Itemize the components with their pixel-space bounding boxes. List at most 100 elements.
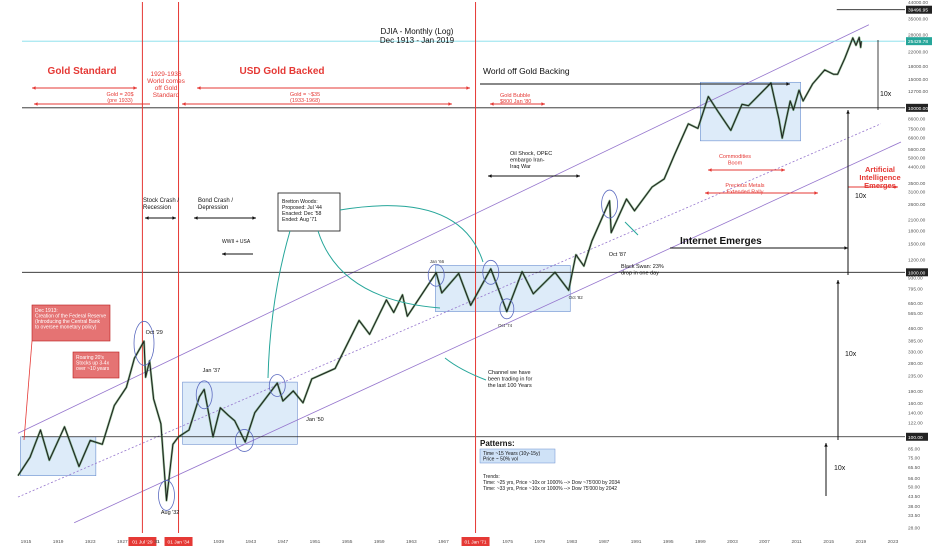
label-aug32: Aug '32: [161, 510, 179, 516]
label-jan50: Jan '50: [306, 417, 324, 423]
x-tick-15: 1975: [502, 539, 513, 545]
label-oct87: Oct '87: [609, 252, 626, 258]
fed-pointer: [23, 340, 33, 441]
y-tick-27: 2100.00: [908, 217, 926, 223]
x-tick-1: 1919: [53, 539, 64, 545]
bw-pointer-2: [317, 230, 441, 309]
circle-jan37: [195, 380, 213, 410]
arrow-internet-head: [844, 246, 848, 250]
circle-1942: [234, 429, 254, 452]
circle-1973: [482, 259, 500, 285]
y-tick-7: 75.00: [908, 455, 920, 461]
arrow-stock-crash-head: [145, 216, 149, 220]
fed-box-text: Dec 1913: Creation of the Federal Reserve…: [35, 308, 106, 331]
label-internet: Internet Emerges: [680, 236, 762, 247]
x-tick-12: 1963: [406, 539, 417, 545]
label-channel: Channel we have been trading in for the la…: [488, 370, 533, 389]
date-badge-0: [128, 537, 157, 546]
arrow-gold-20-head: [34, 102, 38, 106]
y-tick-6: 65.50: [908, 465, 920, 471]
y-tick-15: 280.00: [908, 361, 923, 367]
arrow-precious-metals-head: [705, 191, 709, 195]
y-tick-2: 38.00: [908, 504, 920, 510]
label-patterns-body: Time ~15 Years (10y-15y) Price ~ 50% vol: [483, 451, 541, 463]
y-tick-31: 4400.00: [908, 164, 926, 170]
label-oil-shock: Oil Shock, OPEC embargo Iran-Iraq War: [510, 151, 552, 170]
box-1999-2011: [700, 81, 801, 142]
y-tick-8: 85.00: [908, 446, 920, 452]
label-10x-4: 10x: [834, 465, 846, 472]
y-tick-12: 160.00: [908, 401, 923, 407]
label-trends: Trends: Time: ~25 yrs, Price ~10x or 1000…: [483, 474, 620, 492]
y-tick-30: 3500.00: [908, 181, 926, 187]
x-tick-22: 2003: [727, 539, 738, 545]
badge-1000: [906, 268, 928, 277]
label-bond-crash: Bond Crash / Depression: [198, 198, 233, 211]
label-jan37: Jan '37: [203, 368, 221, 374]
last-price-badge-text: 25429.78: [908, 39, 928, 45]
chart-title: DJIA - Monthly (Log) Dec 1913 - Jan 2019: [380, 27, 455, 45]
arrow-10x-low-head: [824, 443, 828, 447]
x-tick-27: 2023: [888, 539, 899, 545]
arrow-10x-mid-head: [836, 280, 840, 284]
x-tick-24: 2011: [791, 539, 802, 545]
x-tick-25: 2015: [823, 539, 834, 545]
y-tick-43: 28000.00: [908, 32, 928, 38]
label-gold-35: Gold = ~$35 (1933-1968): [290, 92, 320, 104]
y-tick-4: 50.00: [908, 484, 920, 490]
circle-oct87: [601, 189, 618, 219]
x-tick-0: 1915: [21, 539, 32, 545]
date-badge-text-1: 01 Jan '34: [168, 540, 190, 546]
last-price-badge: [906, 37, 932, 46]
y-tick-1: 33.50: [908, 513, 920, 519]
x-tick-23: 2007: [759, 539, 770, 545]
arrow-oil-shock-head: [488, 174, 492, 178]
label-wwii: WWII + USA: [222, 239, 251, 245]
label-oct29: Oct '29: [146, 330, 163, 336]
badge-1000-text: 1000.00: [908, 270, 926, 276]
y-tick-13: 190.00: [908, 389, 923, 395]
circle-oct29: [133, 320, 155, 366]
top-level-badge-text: 39496.95: [908, 8, 928, 14]
channel-middle: [17, 123, 882, 498]
label-10x-2: 10x: [855, 193, 867, 200]
y-tick-10: 122.00: [908, 421, 923, 427]
arrow-gold-bubble-head: [541, 102, 545, 106]
x-tick-26: 2019: [856, 539, 867, 545]
y-tick-41: 22000.00: [908, 50, 928, 56]
arrow-commodities-head: [781, 168, 785, 172]
x-tick-31: 31: [154, 539, 160, 545]
label-oct74: Oct '74: [498, 323, 513, 328]
x-tick-21: 1999: [695, 539, 706, 545]
y-tick-21: 795.00: [908, 287, 923, 293]
y-tick-25: 1500.00: [908, 241, 926, 247]
label-jan66: Jan '66: [430, 259, 445, 264]
label-black-swan: Black Swan: 23% drop in one day: [621, 264, 664, 277]
bretton-woods-text: Bretton Woods: Proposed: Jul '44 Enacted: …: [282, 199, 322, 223]
badge-10000: [906, 103, 928, 112]
x-tick-11: 1959: [374, 539, 385, 545]
y-tick-40: 18000.00: [908, 64, 928, 70]
arrow-world-off-gold-backing-head: [786, 82, 790, 86]
arrow-gold-35-head: [448, 102, 452, 106]
y-tick-33: 5600.00: [908, 147, 926, 153]
roaring-box: [72, 351, 120, 379]
y-tick-3: 43.50: [908, 494, 920, 500]
label-commodities-boom: Commodities Boom: [719, 154, 751, 167]
x-tick-20: 1995: [663, 539, 674, 545]
y-tick-0: 28.00: [908, 526, 920, 532]
label-10x-3: 10x: [845, 351, 857, 358]
badge-100: [906, 432, 928, 441]
arrow-stock-crash-head: [172, 216, 176, 220]
circle-oct74: [499, 298, 515, 320]
x-tick-17: 1983: [567, 539, 578, 545]
arrow-gold-standard-head: [32, 86, 36, 90]
x-tick-9: 1951: [310, 539, 321, 545]
y-tick-14: 235.00: [908, 374, 923, 380]
arrow-gold-bubble-head: [490, 102, 494, 106]
label-gold-bubble: Gold Bubble $800 Jan '80: [500, 93, 531, 105]
top-level-badge: [906, 5, 932, 14]
label-ai: Artificial Intelligence Emerges: [859, 165, 900, 190]
y-tick-16: 330.00: [908, 349, 923, 355]
